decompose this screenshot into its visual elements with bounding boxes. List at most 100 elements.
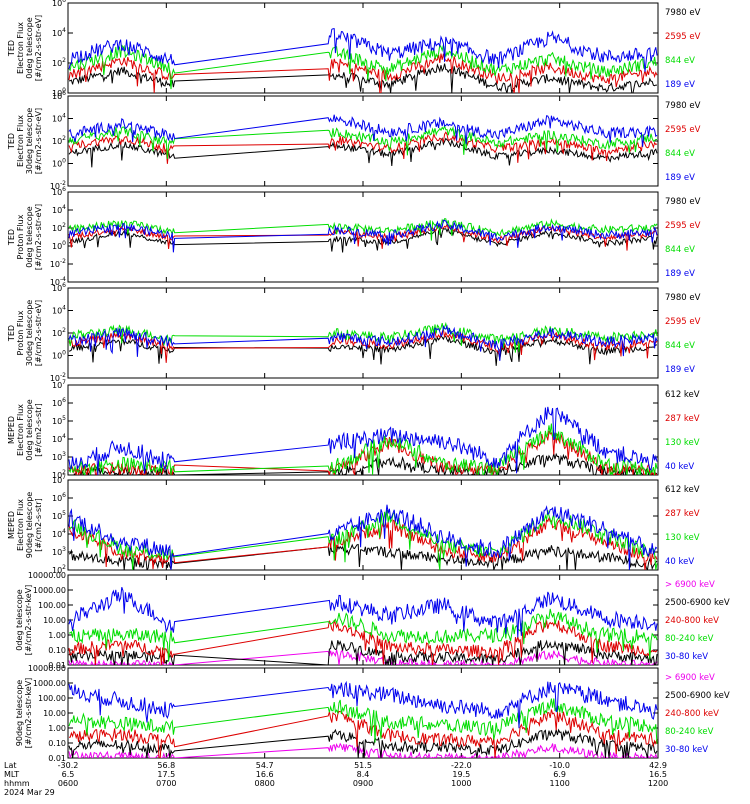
- series-line-black: [68, 639, 658, 665]
- y-tick-label: 106: [52, 492, 66, 503]
- y-tick-label: 104: [52, 528, 66, 539]
- series-line-green: [68, 509, 658, 570]
- y-tick-label: 102: [52, 564, 66, 575]
- y-axis-label: 0deg telescope: [25, 206, 34, 267]
- legend-entry: 189 eV: [665, 365, 695, 375]
- legend-entry: 2595 eV: [665, 125, 701, 135]
- y-tick-label: 106: [52, 186, 66, 197]
- legend-entry: 189 eV: [665, 173, 695, 183]
- legend-entry: 7980 eV: [665, 8, 701, 18]
- series-line-green: [68, 43, 658, 90]
- panel-4: 10-2 100 102 104 106 TED Proton Flux 30deg tele…: [7, 282, 659, 383]
- y-tick-label: 104: [52, 433, 66, 444]
- y-tick-label: 105: [52, 415, 66, 426]
- series-line-blue: [68, 406, 658, 475]
- series-line-black: [68, 63, 657, 93]
- y-axis-label: 90deg telescope: [25, 492, 34, 559]
- x-mlt-value: 19.5: [452, 770, 470, 779]
- x-hhmm-value: 1200: [648, 779, 668, 788]
- panel-8: 0.01 0.10 1.00 10.00 100.00 1000.00 10000.00 90…: [15, 664, 659, 763]
- y-tick-label: 1.00: [48, 724, 66, 733]
- panel-5: 102 103 104 105 106 107 MEPED Electron Flux 0deg…: [7, 379, 659, 480]
- panel-frame: [67, 2, 659, 94]
- y-axis-label: 0deg telescope: [25, 399, 34, 460]
- x-lat-value: 42.9: [649, 761, 667, 770]
- y-tick-label: 10000.00: [28, 571, 66, 580]
- x-mlt-value: 8.4: [357, 770, 370, 779]
- y-tick-label: 107: [52, 379, 66, 390]
- panel-frame: [67, 574, 659, 666]
- x-row-label: hhmm: [4, 779, 30, 788]
- series-line-blue: [68, 324, 658, 361]
- y-axis-label: 0deg telescope: [25, 17, 34, 78]
- y-axis-label: 0deg telescope: [15, 589, 24, 650]
- series-line-black: [68, 728, 658, 758]
- y-axis-label: [#/cm2-s-str]: [34, 403, 43, 456]
- series-line-blue: [68, 28, 658, 72]
- y-tick-label: 102: [52, 327, 66, 338]
- x-lat-value: -30.2: [58, 761, 79, 770]
- legend-entry: 240-800 keV: [665, 709, 719, 719]
- legend-entry: 30-80 keV: [665, 652, 708, 662]
- x-mlt-value: 17.5: [157, 770, 175, 779]
- y-tick-label: 104: [52, 113, 66, 124]
- series-line-red: [68, 131, 658, 164]
- legend-entry: 844 eV: [665, 149, 695, 159]
- y-axis-label: [#/cm2-s-str-keV]: [24, 585, 33, 656]
- x-hhmm-value: 1100: [549, 779, 569, 788]
- y-tick-label: 104: [52, 305, 66, 316]
- series-line-green: [68, 321, 658, 353]
- legend-entry: 40 keV: [665, 557, 694, 567]
- x-lat-value: -22.0: [451, 761, 472, 770]
- legend-entry: 287 keV: [665, 414, 700, 424]
- legend-entry: 80-240 keV: [665, 634, 714, 644]
- x-hhmm-value: 1000: [451, 779, 471, 788]
- series-line-black: [68, 137, 658, 168]
- y-tick-label: 0.10: [48, 739, 66, 748]
- series-line-magenta: [68, 649, 658, 665]
- y-tick-label: 10-2: [50, 372, 66, 383]
- y-tick-label: 10-4: [50, 276, 66, 287]
- legend-entry: 2500-6900 keV: [665, 691, 730, 701]
- series-line-green: [68, 218, 658, 241]
- y-axis-label: Electron Flux: [16, 22, 25, 74]
- y-axis-label: 30deg telescope: [25, 108, 34, 175]
- legend-entry: 7980 eV: [665, 101, 701, 111]
- x-hhmm-value: 0900: [353, 779, 373, 788]
- y-tick-label: 100: [52, 87, 66, 98]
- legend-entry: 80-240 keV: [665, 727, 714, 737]
- legend-entry: 40 keV: [665, 462, 694, 472]
- y-tick-label: 102: [52, 469, 66, 480]
- y-axis-label: 90deg telescope: [15, 680, 24, 747]
- legend-entry: 2595 eV: [665, 221, 701, 231]
- y-tick-label: 0.01: [48, 661, 66, 670]
- x-row-label: MLT: [4, 770, 19, 779]
- legend-entry: 612 keV: [665, 485, 700, 495]
- y-tick-label: 100: [52, 240, 66, 251]
- x-mlt-value: 6.5: [62, 770, 75, 779]
- series-line-blue: [68, 219, 658, 253]
- series-line-blue: [68, 680, 658, 729]
- y-tick-label: 1000.00: [33, 586, 66, 595]
- y-tick-label: 106: [52, 90, 66, 101]
- y-axis-label: [#/cm2-s-str-eV]: [34, 204, 43, 270]
- y-tick-label: 10-2: [50, 180, 66, 191]
- y-axis-label: TED: [7, 229, 16, 246]
- legend-entry: 844 eV: [665, 341, 695, 351]
- y-tick-label: 102: [52, 57, 66, 68]
- legend-entry: 189 eV: [665, 269, 695, 279]
- y-tick-label: 100.00: [38, 694, 66, 703]
- series-line-blue: [68, 504, 658, 570]
- y-tick-label: 10.00: [43, 709, 66, 718]
- legend-entry: 130 keV: [665, 533, 700, 543]
- x-mlt-value: 16.6: [256, 770, 274, 779]
- x-hhmm-value: 0800: [254, 779, 274, 788]
- legend-entry: 30-80 keV: [665, 745, 708, 755]
- legend-entry: > 6900 keV: [665, 580, 715, 590]
- x-lat-value: -10.0: [549, 761, 570, 770]
- y-axis-label: Proton Flux: [16, 310, 25, 355]
- y-tick-label: 10-2: [50, 258, 66, 269]
- legend-entry: 189 eV: [665, 80, 695, 90]
